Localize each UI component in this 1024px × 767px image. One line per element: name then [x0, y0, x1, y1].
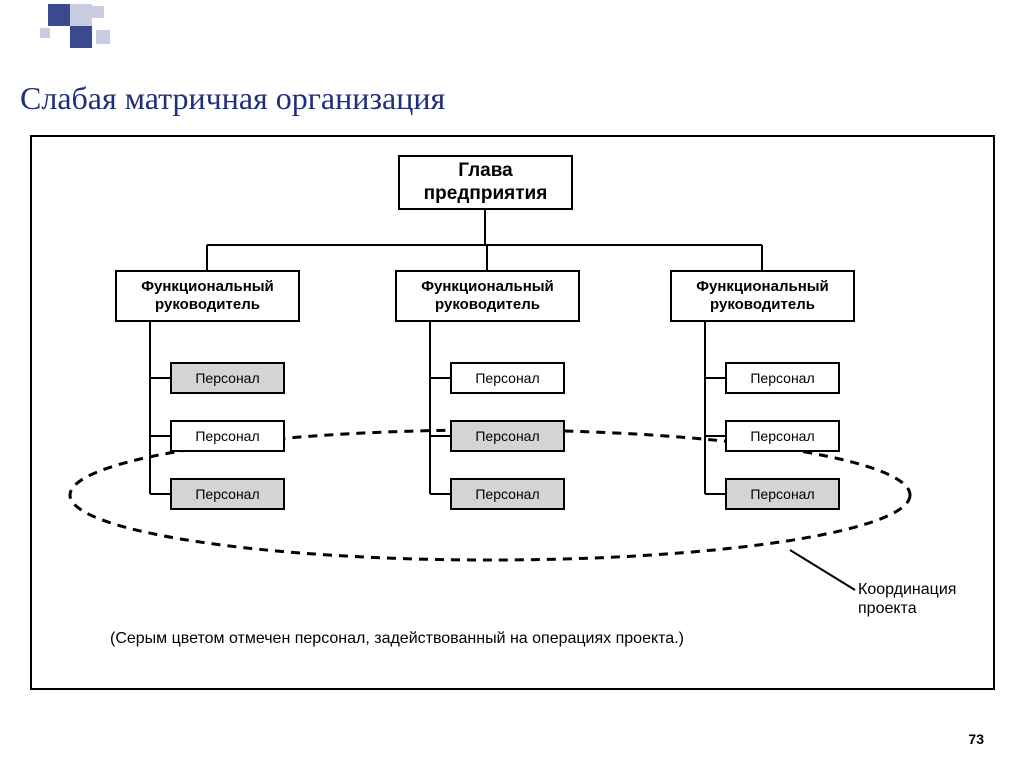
diagram-frame	[30, 135, 995, 690]
node-m2-line2: руководитель	[435, 296, 540, 314]
node-root-line1: Глава	[458, 160, 512, 183]
coord-label-line1: Координация	[858, 581, 956, 598]
decor-square	[96, 30, 110, 44]
node-p33: Персонал	[725, 478, 840, 510]
node-m3: Функциональныйруководитель	[670, 270, 855, 322]
node-m3-line1: Функциональный	[696, 278, 829, 296]
coordination-label: Координация проекта	[858, 580, 956, 618]
decor-square	[48, 4, 70, 26]
slide-title: Слабая матричная организация	[20, 80, 445, 117]
decor-square	[40, 28, 50, 38]
node-m3-line2: руководитель	[710, 296, 815, 314]
node-m2: Функциональныйруководитель	[395, 270, 580, 322]
node-p31: Персонал	[725, 362, 840, 394]
node-p13: Персонал	[170, 478, 285, 510]
decor-square	[92, 6, 104, 18]
corner-decor	[20, 0, 140, 60]
node-root: Главапредприятия	[398, 155, 573, 210]
node-m2-line1: Функциональный	[421, 278, 554, 296]
diagram-caption: (Серым цветом отмечен персонал, задейств…	[110, 630, 684, 648]
node-p22: Персонал	[450, 420, 565, 452]
slide-number: 73	[968, 731, 984, 747]
node-p12: Персонал	[170, 420, 285, 452]
node-p23: Персонал	[450, 478, 565, 510]
node-p21: Персонал	[450, 362, 565, 394]
coord-label-line2: проекта	[858, 600, 917, 617]
node-m1-line1: Функциональный	[141, 278, 274, 296]
node-p11: Персонал	[170, 362, 285, 394]
decor-square	[70, 4, 92, 26]
node-p32: Персонал	[725, 420, 840, 452]
node-m1-line2: руководитель	[155, 296, 260, 314]
node-root-line2: предприятия	[424, 183, 548, 206]
node-m1: Функциональныйруководитель	[115, 270, 300, 322]
decor-square	[70, 26, 92, 48]
